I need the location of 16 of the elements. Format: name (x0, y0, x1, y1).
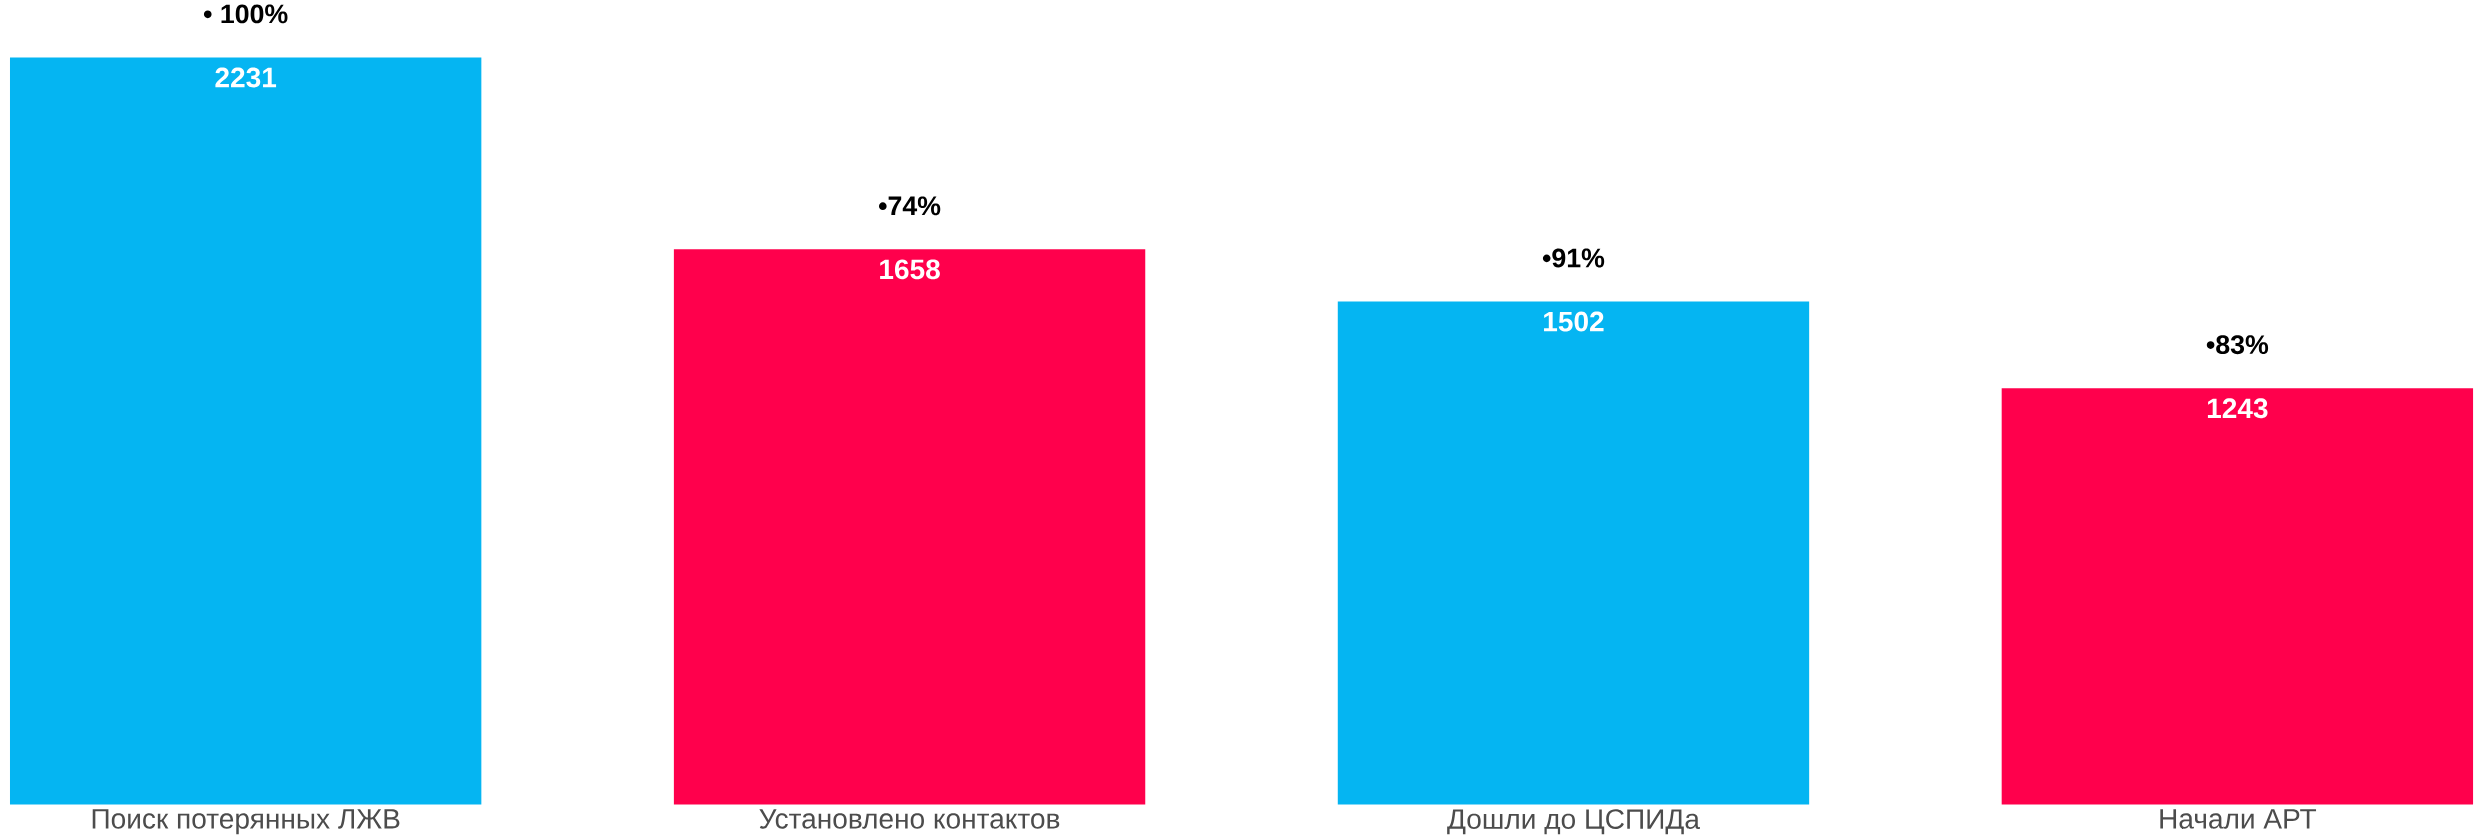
annotation: •83% (2206, 335, 2269, 355)
annotation: •91% (1542, 248, 1605, 268)
data-label: 1502 (1544, 311, 1604, 332)
data-label: 1243 (2207, 398, 2268, 419)
bar (1337, 301, 1810, 805)
bar (673, 249, 1146, 805)
annotation: • 100% (203, 4, 288, 24)
x-tick-label: Поиск потерянных ЛЖВ (92, 809, 400, 835)
x-tick-label: Установлено контактов (759, 809, 1060, 829)
data-label: 1658 (880, 259, 940, 280)
bar (9, 57, 482, 805)
x-tick-label: Начали АРТ (2160, 809, 2317, 829)
annotation: •74% (878, 196, 941, 216)
x-tick-label: Дошли до ЦСПИДа (1447, 809, 1700, 835)
data-label: 2231 (215, 67, 277, 88)
bar (2001, 388, 2474, 805)
